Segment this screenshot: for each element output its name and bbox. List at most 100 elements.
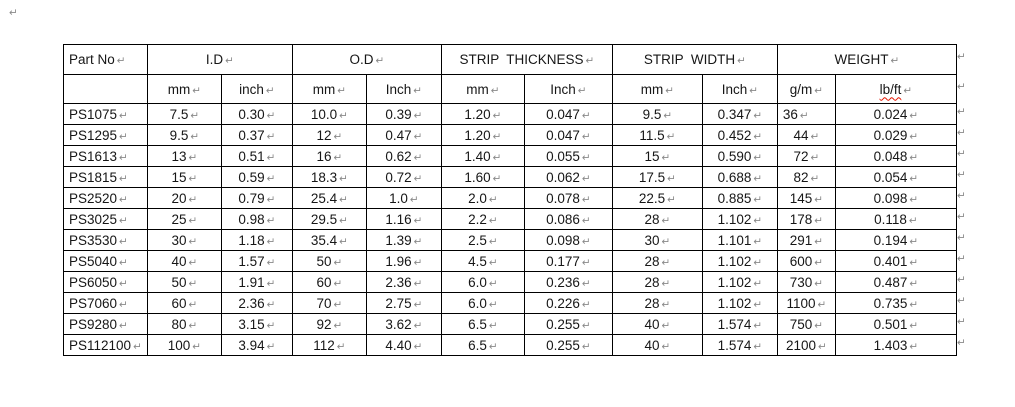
cell-end-mark: ↵ xyxy=(413,151,423,164)
part-no-cell: PS3025 ↵ xyxy=(63,208,148,230)
cell-text: 2.2 xyxy=(468,211,487,227)
table-row: PS1815 ↵ 15 ↵ 0.59 ↵ 18.3 ↵ 0.72 ↵ 1.60 ↵ 0.062 ↵ 17.5… xyxy=(63,166,957,188)
value-cell: 40 ↵ xyxy=(611,334,703,356)
cell-end-mark: ↵ xyxy=(188,151,198,164)
header-group-cell: O.D ↵ xyxy=(291,44,442,75)
cell-end-mark: ↵ xyxy=(339,109,348,122)
cell-end-mark: ↵ xyxy=(119,130,128,143)
value-cell: 29.5 ↵ xyxy=(291,208,367,230)
cell-end-mark: ↵ xyxy=(266,109,276,122)
cell-text: 10.0 xyxy=(310,106,338,122)
cell-end-mark: ↵ xyxy=(265,84,275,97)
value-cell: 15 ↵ xyxy=(611,145,703,167)
cell-end-mark: ↵ xyxy=(661,298,671,311)
value-cell: 1.574 ↵ xyxy=(701,313,778,335)
cell-text: 1.96 xyxy=(385,253,412,269)
cell-text: 35.4 xyxy=(310,232,338,248)
value-cell: 3.15 ↵ xyxy=(220,313,293,335)
cell-end-mark: ↵ xyxy=(753,235,763,248)
cell-text: 2100 xyxy=(785,337,816,353)
cell-text: 80 xyxy=(171,316,187,332)
cell-text: PS112100 xyxy=(69,337,132,353)
value-cell: 6.0 ↵ xyxy=(440,292,525,314)
value-cell: 72 ↵ xyxy=(776,145,836,167)
cell-end-mark: ↵ xyxy=(814,84,824,97)
value-cell: 0.047 ↵ xyxy=(523,103,613,125)
table-body: PS1075 ↵ 7.5 ↵ 0.30 ↵ 10.0 ↵ 0.39 ↵ 1.20 ↵ 0.047 ↵ 9.5… xyxy=(63,103,957,356)
cell-text: 44 xyxy=(793,127,809,143)
table-row: PS1075 ↵ 7.5 ↵ 0.30 ↵ 10.0 ↵ 0.39 ↵ 1.20 ↵ 0.047 ↵ 9.5… xyxy=(63,103,957,125)
value-cell: 25.4 ↵ xyxy=(291,187,367,209)
header-group-cell: STRIP THICKNESS ↵ xyxy=(440,44,613,75)
row-end-mark: ↵ xyxy=(957,51,966,63)
cell-end-mark: ↵ xyxy=(133,340,142,353)
cell-text: 1.102 xyxy=(717,211,752,227)
cell-end-mark: ↵ xyxy=(266,298,276,311)
cell-text: 0.194 xyxy=(873,232,908,248)
cell-end-mark: ↵ xyxy=(339,172,348,185)
cell-text: 6.0 xyxy=(468,274,487,290)
cell-end-mark: ↵ xyxy=(266,256,276,269)
value-cell: 28 ↵ xyxy=(611,250,703,272)
cell-end-mark: ↵ xyxy=(667,172,676,185)
value-cell: 0.30 ↵ xyxy=(220,103,293,125)
value-cell: 28 ↵ xyxy=(611,208,703,230)
cell-end-mark: ↵ xyxy=(817,340,827,353)
cell-end-mark: ↵ xyxy=(661,319,671,332)
value-cell: 0.72 ↵ xyxy=(365,166,442,188)
cell-end-mark: ↵ xyxy=(661,151,671,164)
cell-end-mark: ↵ xyxy=(413,109,423,122)
value-cell: 60 ↵ xyxy=(291,271,367,293)
value-cell: 9.5 ↵ xyxy=(146,124,222,146)
value-cell: 0.255 ↵ xyxy=(523,313,613,335)
cell-text: 60 xyxy=(316,274,332,290)
value-cell: 0.054 ↵ xyxy=(834,166,957,188)
cell-text: 1.39 xyxy=(385,232,412,248)
cell-text: 15 xyxy=(171,169,187,185)
cell-end-mark: ↵ xyxy=(753,193,763,206)
row-end-mark: ↵ xyxy=(957,106,966,118)
header-group-cell: I.D ↵ xyxy=(146,44,293,75)
cell-end-mark: ↵ xyxy=(488,214,498,227)
cell-end-mark: ↵ xyxy=(188,319,198,332)
cell-text: I.D xyxy=(205,52,224,67)
cell-end-mark: ↵ xyxy=(581,214,591,227)
cell-end-mark: ↵ xyxy=(119,172,128,185)
cell-text: 50 xyxy=(171,274,187,290)
cell-end-mark: ↵ xyxy=(737,55,746,67)
cell-end-mark: ↵ xyxy=(667,193,676,206)
cell-text: 18.3 xyxy=(310,169,338,185)
value-cell: 0.79 ↵ xyxy=(220,187,293,209)
cell-text: 25 xyxy=(171,211,187,227)
value-cell: 0.098 ↵ xyxy=(834,187,957,209)
part-no-cell: PS1815 ↵ xyxy=(63,166,148,188)
value-cell: 82 ↵ xyxy=(776,166,836,188)
cell-end-mark: ↵ xyxy=(814,214,824,227)
cell-text: 2.36 xyxy=(238,295,265,311)
cell-text: 82 xyxy=(793,169,809,185)
value-cell: 28 ↵ xyxy=(611,271,703,293)
value-cell: 1.403 ↵ xyxy=(834,334,957,356)
cell-text: 2.0 xyxy=(468,190,487,206)
cell-text: 9.5 xyxy=(642,106,662,122)
cell-text: 0.236 xyxy=(546,274,580,290)
cell-text: 0.062 xyxy=(546,169,580,185)
cell-end-mark: ↵ xyxy=(188,298,198,311)
value-cell: 1.20 ↵ xyxy=(440,124,525,146)
cell-end-mark: ↵ xyxy=(492,130,502,143)
value-cell: 1.102 ↵ xyxy=(701,208,778,230)
value-cell: 80 ↵ xyxy=(146,313,222,335)
header-unit-cell: lb/ft ↵ xyxy=(834,74,957,104)
cell-text: 2.75 xyxy=(385,295,412,311)
cell-end-mark: ↵ xyxy=(666,130,676,143)
cell-end-mark: ↵ xyxy=(814,319,824,332)
cell-end-mark: ↵ xyxy=(909,109,919,122)
cell-end-mark: ↵ xyxy=(661,340,671,353)
cell-end-mark: ↵ xyxy=(488,193,498,206)
value-cell: 60 ↵ xyxy=(146,292,222,314)
cell-text: PS9280 xyxy=(69,316,118,332)
value-cell: 6.5 ↵ xyxy=(440,313,525,335)
row-end-mark: ↵ xyxy=(957,295,966,307)
cell-text: mm xyxy=(640,81,664,97)
